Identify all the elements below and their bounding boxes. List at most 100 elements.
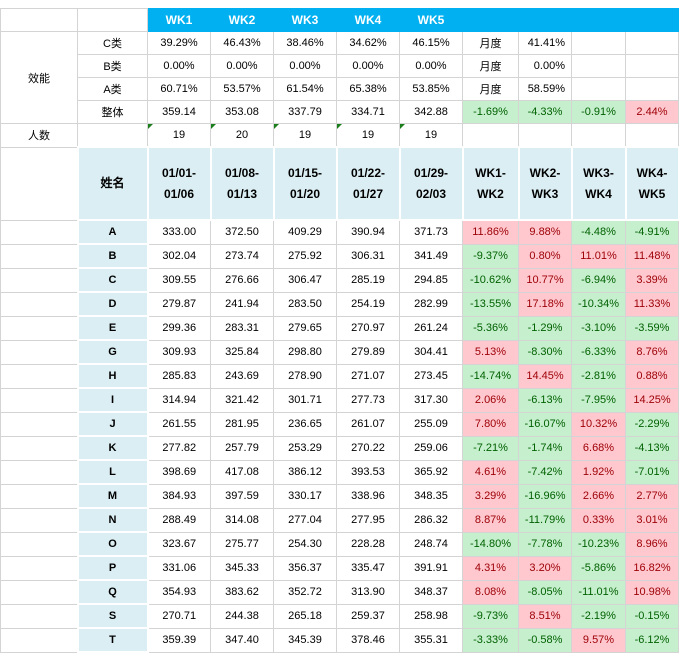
weekly-score[interactable]: 335.47 <box>336 555 400 581</box>
change-header[interactable]: WK3-WK4 <box>570 146 627 221</box>
weekly-score[interactable]: 271.07 <box>336 363 400 389</box>
empty-cell[interactable] <box>625 54 679 78</box>
person-name[interactable]: K <box>76 435 149 461</box>
empty-cell[interactable] <box>0 627 78 653</box>
weekly-change[interactable]: -0.58% <box>518 627 572 653</box>
empty-cell[interactable] <box>0 579 78 605</box>
week-header[interactable]: WK5 <box>399 8 463 32</box>
date-range-header[interactable]: 01/08-01/13 <box>209 146 275 221</box>
weekly-change[interactable]: -9.73% <box>462 603 519 629</box>
week-header[interactable]: WK1 <box>147 8 211 32</box>
efficiency-value[interactable]: 39.29% <box>147 31 211 55</box>
weekly-change[interactable]: -6.94% <box>571 267 626 293</box>
weekly-change[interactable]: 3.20% <box>518 555 572 581</box>
change-header[interactable]: WK1-WK2 <box>461 146 520 221</box>
weekly-score[interactable]: 254.30 <box>273 531 337 557</box>
weekly-score[interactable]: 288.49 <box>147 507 211 533</box>
weekly-change[interactable]: -7.78% <box>518 531 572 557</box>
weekly-score[interactable]: 298.80 <box>273 339 337 365</box>
empty-cell[interactable] <box>571 123 626 148</box>
person-name[interactable]: A <box>76 219 149 245</box>
weekly-score[interactable]: 285.83 <box>147 363 211 389</box>
empty-cell[interactable] <box>518 123 572 148</box>
weekly-score[interactable]: 236.65 <box>273 411 337 437</box>
weekly-score[interactable]: 365.92 <box>399 459 463 485</box>
weekly-score[interactable]: 265.18 <box>273 603 337 629</box>
weekly-change[interactable]: -5.36% <box>462 315 519 341</box>
weekly-score[interactable]: 283.50 <box>273 291 337 317</box>
weekly-score[interactable]: 277.04 <box>273 507 337 533</box>
weekly-change[interactable]: -8.30% <box>518 339 572 365</box>
monthly-value[interactable]: 41.41% <box>518 31 572 55</box>
empty-cell[interactable] <box>0 339 78 365</box>
empty-cell[interactable] <box>0 387 78 413</box>
weekly-score[interactable]: 356.37 <box>273 555 337 581</box>
weekly-change[interactable]: 11.86% <box>462 219 519 245</box>
weekly-change[interactable]: 0.33% <box>571 507 626 533</box>
weekly-score[interactable]: 313.90 <box>336 579 400 605</box>
header-fill-cell[interactable] <box>518 8 572 32</box>
weekly-change[interactable]: 0.80% <box>518 243 572 269</box>
headcount-label[interactable]: 人数 <box>0 123 78 148</box>
weekly-change[interactable]: 16.82% <box>625 555 679 581</box>
weekly-change[interactable]: -13.55% <box>462 291 519 317</box>
weekly-score[interactable]: 273.74 <box>210 243 274 269</box>
weekly-score[interactable]: 279.89 <box>336 339 400 365</box>
weekly-score[interactable]: 302.04 <box>147 243 211 269</box>
headcount-value[interactable]: 19 <box>399 123 463 148</box>
weekly-score[interactable]: 248.74 <box>399 531 463 557</box>
efficiency-value[interactable]: 65.38% <box>336 77 400 101</box>
weekly-score[interactable]: 304.41 <box>399 339 463 365</box>
weekly-score[interactable]: 278.90 <box>273 363 337 389</box>
empty-cell[interactable] <box>0 315 78 341</box>
weekly-change[interactable]: -11.01% <box>571 579 626 605</box>
weekly-change[interactable]: -3.59% <box>625 315 679 341</box>
weekly-score[interactable]: 341.49 <box>399 243 463 269</box>
empty-cell[interactable] <box>0 483 78 509</box>
person-name[interactable]: I <box>76 387 149 413</box>
empty-cell[interactable] <box>0 435 78 461</box>
monthly-value[interactable]: 58.59% <box>518 77 572 101</box>
category-label[interactable]: 整体 <box>77 100 148 124</box>
empty-cell[interactable] <box>0 146 78 221</box>
weekly-score[interactable]: 309.55 <box>147 267 211 293</box>
weekly-score[interactable]: 398.69 <box>147 459 211 485</box>
weekly-score[interactable]: 253.29 <box>273 435 337 461</box>
weekly-score[interactable]: 309.93 <box>147 339 211 365</box>
weekly-change[interactable]: -1.29% <box>518 315 572 341</box>
weekly-score[interactable]: 338.96 <box>336 483 400 509</box>
monthly-label[interactable]: 月度 <box>462 31 519 55</box>
weekly-change[interactable]: -7.42% <box>518 459 572 485</box>
weekly-change[interactable]: -16.07% <box>518 411 572 437</box>
efficiency-value[interactable]: 46.43% <box>210 31 274 55</box>
weekly-change[interactable]: 11.01% <box>571 243 626 269</box>
overall-change[interactable]: -1.69% <box>462 100 519 124</box>
weekly-change[interactable]: 8.76% <box>625 339 679 365</box>
empty-cell[interactable] <box>0 555 78 581</box>
weekly-change[interactable]: 8.51% <box>518 603 572 629</box>
weekly-score[interactable]: 354.93 <box>147 579 211 605</box>
change-header[interactable]: WK2-WK3 <box>517 146 573 221</box>
weekly-score[interactable]: 285.19 <box>336 267 400 293</box>
weekly-score[interactable]: 331.06 <box>147 555 211 581</box>
empty-cell[interactable] <box>625 77 679 101</box>
category-label[interactable]: B类 <box>77 54 148 78</box>
weekly-change[interactable]: -16.96% <box>518 483 572 509</box>
weekly-score[interactable]: 277.95 <box>336 507 400 533</box>
weekly-score[interactable]: 243.69 <box>210 363 274 389</box>
weekly-change[interactable]: -4.91% <box>625 219 679 245</box>
empty-cell[interactable] <box>0 219 78 245</box>
weekly-score[interactable]: 283.31 <box>210 315 274 341</box>
weekly-change[interactable]: 3.39% <box>625 267 679 293</box>
person-name[interactable]: L <box>76 459 149 485</box>
date-range-header[interactable]: 01/01-01/06 <box>146 146 212 221</box>
week-header[interactable]: WK4 <box>336 8 400 32</box>
weekly-change[interactable]: 10.98% <box>625 579 679 605</box>
name-header[interactable]: 姓名 <box>76 146 149 221</box>
overall-value[interactable]: 342.88 <box>399 100 463 124</box>
weekly-score[interactable]: 347.40 <box>210 627 274 653</box>
weekly-score[interactable]: 275.92 <box>273 243 337 269</box>
overall-value[interactable]: 334.71 <box>336 100 400 124</box>
header-fill-cell[interactable] <box>462 8 519 32</box>
weekly-score[interactable]: 330.17 <box>273 483 337 509</box>
